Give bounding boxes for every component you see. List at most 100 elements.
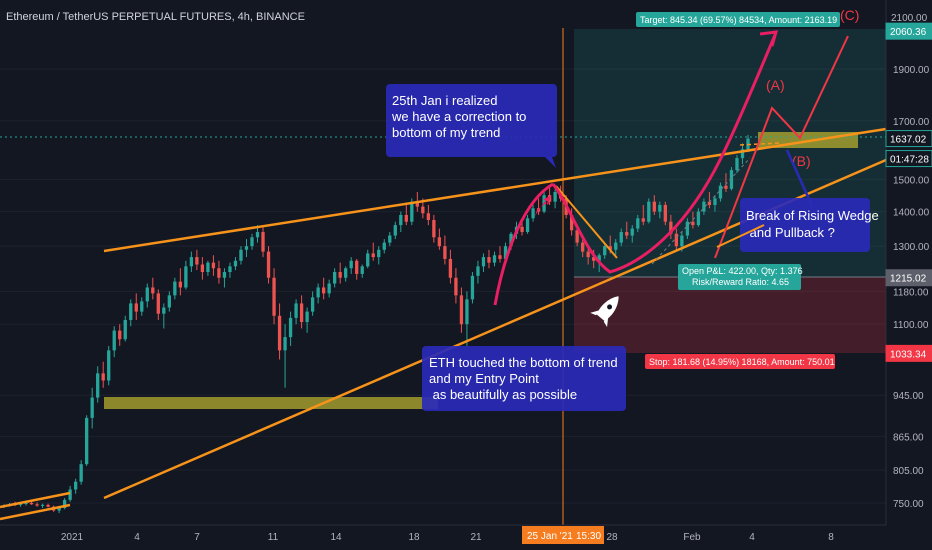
candle-body <box>625 232 629 236</box>
svg-text:25 Jan '21: 25 Jan '21 <box>527 531 573 542</box>
candle-body <box>228 266 232 273</box>
candle-body <box>685 221 690 236</box>
candle-body <box>24 503 28 504</box>
wave-label-b: (B) <box>792 153 811 169</box>
candle-body <box>492 255 497 263</box>
svg-text:Stop: 181.68 (14.95%) 18168, A: Stop: 181.68 (14.95%) 18168, Amount: 750… <box>649 357 835 367</box>
pink-wave-up[interactable] <box>493 182 554 306</box>
candle-body <box>321 287 326 294</box>
candle-body <box>85 417 89 465</box>
candle-body <box>481 257 486 267</box>
time-tick-label: 2021 <box>61 532 84 543</box>
svg-text:Target: 845.34 (69.57%) 84534,: Target: 845.34 (69.57%) 84534, Amount: 2… <box>640 15 837 25</box>
annotation-correction[interactable]: 25th Jan i realized we have a correction … <box>386 84 557 168</box>
annotation-wedge[interactable]: Break of Rising Wedge and Pullback ? <box>740 198 879 252</box>
time-tick-label: 4 <box>134 532 140 543</box>
price-tick-label: 1400.00 <box>893 208 930 219</box>
price-axis-ticks: 750.00 805.00 865.00 945.00 1100.00 1180.00 13… <box>893 65 930 510</box>
annotation-entry-text: ETH touched the bottom of trend and my En… <box>429 355 618 402</box>
candle-body <box>327 283 331 294</box>
price-tick-label: 1700.00 <box>893 117 930 128</box>
price-tick-label: 1180.00 <box>893 287 929 298</box>
price-tick-label: 805.00 <box>893 466 924 477</box>
candle-body <box>729 170 734 189</box>
time-tick-label: 18 <box>408 532 420 543</box>
candle-body <box>421 206 425 214</box>
candle-body <box>68 489 72 500</box>
candle-body <box>266 251 271 278</box>
price-tick-label: 1300.00 <box>893 242 930 253</box>
abc-projection[interactable] <box>714 35 849 259</box>
candle-body <box>459 295 464 325</box>
candle-body <box>432 219 436 238</box>
candle-body <box>614 242 618 250</box>
candle-body <box>382 242 386 250</box>
candle-body <box>200 264 205 273</box>
candle-body <box>272 277 276 316</box>
candle-body <box>603 246 607 256</box>
annotation-entry[interactable]: ETH touched the bottom of trend and my En… <box>422 346 626 411</box>
candle-body <box>79 464 83 482</box>
candle-body <box>680 235 684 247</box>
price-tick-label: 1100.00 <box>893 320 929 331</box>
candle-body <box>299 303 304 323</box>
candle-body <box>415 201 419 207</box>
candle-body <box>663 204 667 222</box>
candle-body <box>129 303 133 320</box>
candle-body <box>239 249 243 261</box>
price-tick-label: 1900.00 <box>893 65 930 76</box>
candle-body <box>195 257 199 265</box>
candle-body <box>244 246 249 250</box>
candle-body <box>283 337 287 351</box>
position-dash <box>651 157 751 265</box>
candle-body <box>151 287 155 294</box>
candle-body <box>277 315 282 351</box>
price-tag-text: 2060.36 <box>890 27 927 38</box>
time-axis-ticks: 2021 4 7 11 14 18 21 28 Feb 4 8 <box>61 532 834 543</box>
svg-text:15:30: 15:30 <box>576 531 601 542</box>
candle-body <box>575 230 579 243</box>
pnl-label: Open P&L: 422.00, Qty: 1.376 Risk/Reward… <box>678 264 803 290</box>
candle-body <box>630 228 634 236</box>
candle-body <box>333 272 337 284</box>
annotation-wedge-text: Break of Rising Wedge and Pullback ? <box>746 208 879 240</box>
time-tick-label: 21 <box>470 532 482 543</box>
pink-wave-main[interactable] <box>551 34 777 274</box>
candle-body <box>608 246 612 250</box>
pink-arrowhead <box>759 30 779 47</box>
candle-body <box>597 255 601 261</box>
correction-line[interactable] <box>555 185 618 259</box>
time-axis[interactable] <box>0 525 932 550</box>
candle-body <box>470 275 475 300</box>
candle-body <box>487 257 491 263</box>
candle-body <box>73 481 78 490</box>
candle-body <box>410 201 414 222</box>
candle-body <box>437 237 442 247</box>
early-trendline[interactable] <box>0 491 71 509</box>
date-cursor-label: 25 Jan '21 15:30 <box>522 526 604 544</box>
early-trendline-lower[interactable] <box>0 503 71 521</box>
wave-label-c: (C) <box>840 7 859 23</box>
candle-body <box>399 214 403 226</box>
time-tick-label: 11 <box>268 532 279 543</box>
svg-text:Risk/Reward Ratio: 4.65: Risk/Reward Ratio: 4.65 <box>692 277 789 287</box>
candle-body <box>35 504 39 506</box>
wave-label-a: (A) <box>766 77 785 93</box>
candle-body <box>211 262 216 269</box>
candle-body <box>498 255 502 259</box>
candle-body <box>707 201 712 205</box>
candle-body <box>371 253 375 258</box>
candle-body <box>250 237 254 247</box>
candle-body <box>636 218 640 229</box>
candle-body <box>674 233 679 247</box>
target-label: Target: 845.34 (69.57%) 84534, Amount: 2… <box>636 12 840 27</box>
candle-body <box>167 295 171 308</box>
candle-body <box>134 303 138 312</box>
candle-body <box>310 297 315 312</box>
candle-body <box>641 218 645 222</box>
candle-body <box>404 214 408 222</box>
price-tick-label: 750.00 <box>893 499 924 510</box>
support-zone[interactable] <box>104 397 438 409</box>
candle-body <box>101 373 105 381</box>
